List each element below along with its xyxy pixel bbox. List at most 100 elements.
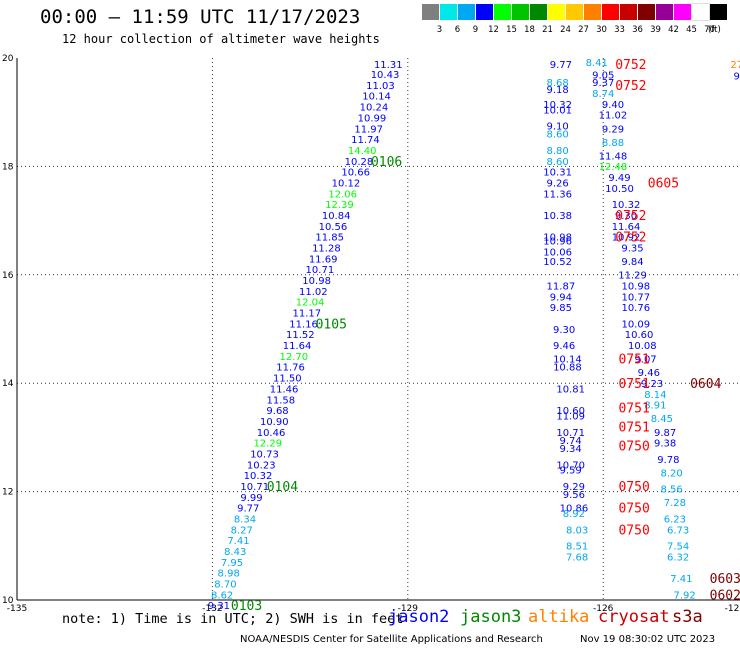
wave-height-label: 9.30 [615, 211, 637, 222]
wave-height-label: 12.70 [280, 352, 309, 363]
wave-height-label: 8.70 [214, 580, 236, 591]
wave-height-label: 11.29 [618, 271, 647, 282]
wave-height-label: 8.74 [592, 89, 614, 100]
legend-swatch [530, 4, 547, 20]
legend-swatch [548, 4, 565, 20]
wave-height-label: 11.48 [599, 151, 628, 162]
wave-height-label: 11.03 [366, 81, 395, 92]
wave-height-label: 8.68 [546, 78, 568, 89]
wave-height-label: 9.74 [560, 436, 582, 447]
chart-subtitle: 12 hour collection of altimeter wave hei… [62, 32, 380, 46]
y-tick-label: 20 [2, 54, 14, 64]
wave-height-label: 11.85 [315, 233, 344, 244]
legend-swatch [674, 4, 691, 20]
legend-swatch [566, 4, 583, 20]
wave-height-label: 11.64 [612, 222, 641, 233]
legend-swatch [494, 4, 511, 20]
legend-swatch [458, 4, 475, 20]
legend-unit: (ft) [708, 25, 721, 35]
wave-height-label: 9.84 [621, 257, 643, 268]
wave-height-label: 14.40 [348, 146, 377, 157]
satellite-cryosat-label: cryosat [598, 607, 670, 627]
wave-height-label: 11.31 [374, 60, 403, 71]
wave-height-label: 10.86 [560, 504, 589, 515]
wave-height-label: 10.66 [341, 168, 370, 179]
wave-height-label: 8.56 [660, 485, 682, 496]
wave-height-label: 11.64 [283, 341, 312, 352]
wave-height-label: 6.32 [667, 552, 689, 563]
wave-height-label: 10.81 [556, 384, 585, 395]
wave-height-label: 9.46 [553, 341, 575, 352]
wave-height-label: 7.41 [227, 536, 249, 547]
y-tick-label: 10 [2, 596, 14, 606]
wave-height-label: 12.04 [296, 298, 325, 309]
wave-height-label: 9.40 [602, 100, 624, 111]
wave-height-label: 10.43 [371, 70, 400, 81]
time-label: 0751 [618, 377, 649, 392]
chart-title: 00:00 – 11:59 UTC 11/17/2023 [40, 6, 361, 28]
wave-height-label: 9.46 [638, 368, 660, 379]
wave-height-label: 10.98 [302, 276, 331, 287]
wave-height-label: 9.87 [654, 428, 676, 439]
legend-swatch [602, 4, 619, 20]
wave-height-label: 9.49 [608, 173, 630, 184]
y-tick-label: 14 [2, 379, 14, 389]
legend-label: 15 [506, 25, 517, 35]
wave-height-label: 10.28 [345, 157, 374, 168]
legend-swatch [584, 4, 601, 20]
time-label: 0603 [710, 572, 740, 587]
wave-height-label: 11.52 [286, 330, 315, 341]
wave-height-label: 11.28 [312, 243, 341, 254]
wave-height-label: 10.50 [605, 184, 634, 195]
x-tick-label: -132 [202, 604, 222, 614]
wave-height-label: 10.14 [553, 355, 582, 366]
time-label: 0605 [648, 176, 679, 191]
wave-height-label: 11.17 [293, 309, 322, 320]
legend-label: 33 [614, 25, 625, 35]
time-label: 0602 [710, 588, 740, 603]
wave-height-label: 10.38 [543, 211, 572, 222]
wave-height-label: 10.23 [247, 460, 276, 471]
wave-height-label: 12.29 [253, 439, 282, 450]
legend-label: 27 [578, 25, 589, 35]
wave-height-label: 9.34 [560, 444, 582, 455]
wave-height-label: 9.18 [546, 85, 568, 96]
wave-height-label: 11.74 [351, 135, 380, 146]
wave-height-label: 10.98 [543, 233, 572, 244]
y-tick-label: 16 [2, 271, 14, 281]
wave-height-label: 7.54 [667, 542, 689, 553]
time-label: 0104 [267, 480, 298, 495]
wave-height-label: 9 [734, 72, 740, 83]
x-tick-label: -12 [725, 604, 740, 614]
wave-height-label: 10.24 [360, 103, 389, 114]
time-label: 0103 [231, 599, 262, 614]
wave-height-label: 8.03 [566, 525, 588, 536]
wave-height-label: 12.48 [599, 162, 628, 173]
wave-height-label: 9.10 [546, 122, 568, 133]
wave-height-label: 8.43 [224, 547, 246, 558]
wave-height-label: 8.20 [660, 468, 682, 479]
wave-height-label: 8.34 [234, 514, 256, 525]
wave-height-label: 10.09 [621, 319, 650, 330]
wave-height-label: 9.30 [553, 325, 575, 336]
wave-height-label: 8.27 [231, 525, 253, 536]
legend-label: 21 [542, 25, 553, 35]
wave-height-label: 11.50 [273, 374, 302, 385]
wave-height-label: 8.88 [602, 138, 624, 149]
wave-height-label: 10.46 [257, 428, 286, 439]
wave-height-label: 10.32 [244, 471, 273, 482]
wave-height-label: 9.23 [641, 379, 663, 390]
wave-height-label: 7.41 [670, 574, 692, 585]
satellite-altika-label: altika [528, 607, 590, 627]
wave-height-label: 9.29 [602, 124, 624, 135]
wave-height-label: 9.37 [592, 78, 614, 89]
wave-height-label: 11.87 [547, 281, 576, 292]
satellite-jason2-label: jason2 [388, 607, 450, 627]
wave-height-label: 7.28 [664, 498, 686, 509]
satellite-jason3-label: jason3 [460, 607, 522, 627]
wave-height-label: 9.35 [621, 243, 643, 254]
legend-swatch [656, 4, 673, 20]
time-label: 0752 [615, 79, 646, 94]
time-label: 0751 [618, 401, 649, 416]
wave-height-label: 8.14 [644, 390, 666, 401]
